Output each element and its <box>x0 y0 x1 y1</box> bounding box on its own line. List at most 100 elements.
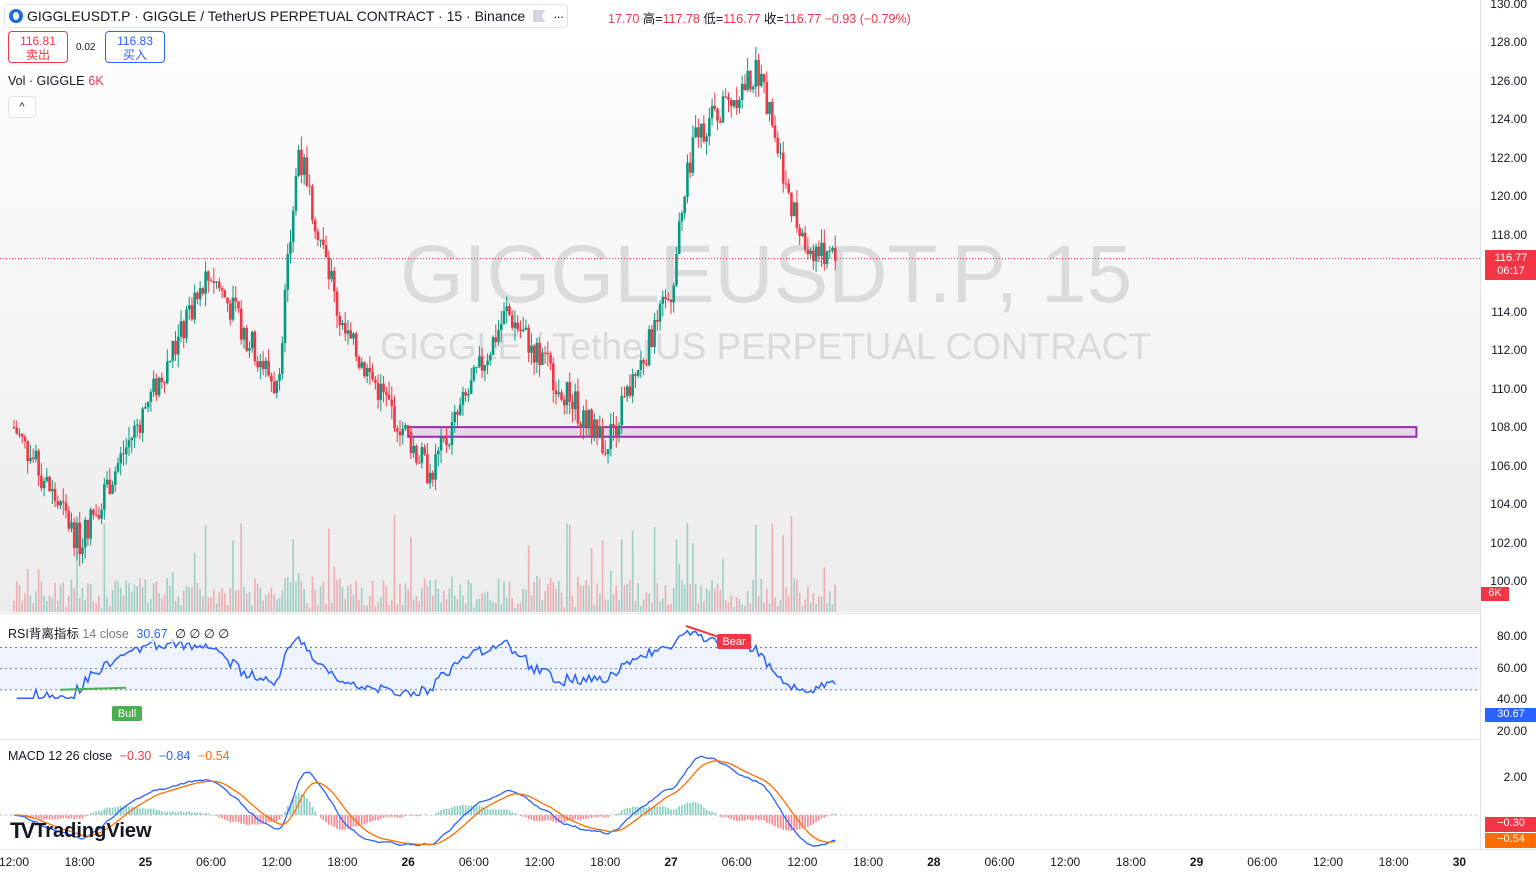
volume-bar <box>320 587 322 612</box>
volume-bar <box>632 531 634 612</box>
candle-body <box>207 271 210 280</box>
candle-body <box>270 375 273 381</box>
candle-body <box>256 361 259 367</box>
macd-histogram-bar <box>468 806 470 815</box>
macd-legend[interactable]: MACD 12 26 close −0.30 −0.84 −0.54 <box>8 749 230 763</box>
volume-bar <box>813 593 815 612</box>
candle-body <box>295 176 298 211</box>
candle-body <box>388 395 391 400</box>
volume-bar <box>517 604 519 612</box>
symbol-title[interactable]: GIGGLEUSDT.P · GIGGLE / TetherUS PERPETU… <box>27 8 525 24</box>
time-tick-label: 06:00 <box>984 855 1014 869</box>
volume-bar <box>399 584 401 612</box>
volume-bar <box>62 582 64 612</box>
volume-bar <box>246 594 248 612</box>
candle-body <box>360 362 363 368</box>
volume-bar <box>802 606 804 612</box>
candle-body <box>738 100 741 108</box>
volume-bar <box>224 593 226 612</box>
candle-body <box>248 348 251 351</box>
more-icon[interactable]: ··· <box>553 9 563 24</box>
price-pane[interactable]: GIGGLEUSDT.P, 15 GIGGLE / TetherUS PERPE… <box>0 0 1480 612</box>
ohlc-close: 116.77 <box>784 12 821 26</box>
candle-body <box>607 449 610 454</box>
volume-bar <box>769 604 771 612</box>
candle-body <box>716 109 719 121</box>
candle-body <box>174 341 177 354</box>
volume-bar <box>719 590 721 612</box>
volume-bar <box>654 527 656 612</box>
macd-histogram-bar <box>673 810 675 815</box>
macd-histogram-bar <box>276 815 278 821</box>
candle-body <box>692 137 695 173</box>
volume-bar <box>309 608 311 612</box>
volume-bar <box>273 594 275 612</box>
volume-bar <box>353 595 355 612</box>
volume-bar <box>451 577 453 612</box>
candle-body <box>26 441 29 461</box>
candle-body <box>787 184 790 193</box>
rsi-legend[interactable]: RSI背离指标 14 close 30.67 ∅ ∅ ∅ ∅ <box>8 623 229 642</box>
candle-body <box>35 451 38 460</box>
volume-bar <box>689 584 691 612</box>
candle-body <box>620 396 623 425</box>
volume-bar <box>533 582 535 612</box>
macd-histogram-bar <box>98 811 100 815</box>
macd-histogram-bar <box>323 815 325 820</box>
volume-bar <box>156 581 158 612</box>
volume-bar <box>366 606 368 612</box>
time-tick-label: 12:00 <box>0 855 29 869</box>
candle-body <box>259 361 262 367</box>
volume-bar <box>536 576 538 612</box>
volume-bar <box>577 577 579 612</box>
volume-bar <box>164 594 166 612</box>
ohlc-high: 117.78 <box>663 12 700 26</box>
tradingview-logo[interactable]: TV TradingView <box>10 818 152 844</box>
volume-bar <box>637 583 639 612</box>
volume-bar <box>500 604 502 612</box>
volume-bar <box>610 571 612 612</box>
volume-bar <box>49 596 51 612</box>
macd-histogram-bar <box>202 814 204 815</box>
volume-bar <box>829 591 831 612</box>
volume-bar <box>774 598 776 612</box>
buy-button[interactable]: 116.83 买入 <box>105 31 165 63</box>
volume-bar <box>591 548 593 612</box>
volume-bar <box>550 578 552 612</box>
symbol-title-bar[interactable]: GIGGLEUSDT.P · GIGGLE / TetherUS PERPETU… <box>4 4 568 28</box>
macd-histogram-bar <box>240 815 242 824</box>
volume-bar <box>177 597 179 612</box>
candle-body <box>382 384 385 392</box>
chevron-up-icon: ^ <box>19 101 24 113</box>
macd-histogram-bar <box>763 815 765 820</box>
macd-histogram-bar <box>402 815 404 817</box>
candle-body <box>338 316 341 325</box>
volume-bar <box>13 601 15 612</box>
flag-icon[interactable] <box>533 10 545 22</box>
candle-body <box>566 382 569 405</box>
collapse-legend-button[interactable]: ^ <box>8 96 36 118</box>
bar-countdown: 06:17 <box>1485 265 1536 278</box>
candle-body <box>601 426 604 453</box>
macd-histogram-bar <box>815 815 817 822</box>
macd-histogram-bar <box>188 811 190 815</box>
volume-bar <box>405 584 407 612</box>
macd-histogram-bar <box>750 815 752 820</box>
sell-button[interactable]: 116.81 卖出 <box>8 31 68 63</box>
volume-bar <box>27 569 29 612</box>
macd-pane[interactable]: MACD 12 26 close −0.30 −0.84 −0.54 TV Tr… <box>0 739 1480 850</box>
macd-histogram-bar <box>221 815 223 818</box>
ohlc-readout: 17.70 高=117.78 低=116.77 收=116.77 −0.93 (… <box>608 8 911 27</box>
macd-histogram-bar <box>128 807 130 815</box>
volume-bar <box>558 581 560 612</box>
volume-bar <box>465 603 467 612</box>
candle-body <box>579 423 582 427</box>
candle-body <box>62 501 65 502</box>
candle-body <box>442 437 445 438</box>
volume-bar <box>364 605 366 612</box>
candle-body <box>626 387 629 397</box>
